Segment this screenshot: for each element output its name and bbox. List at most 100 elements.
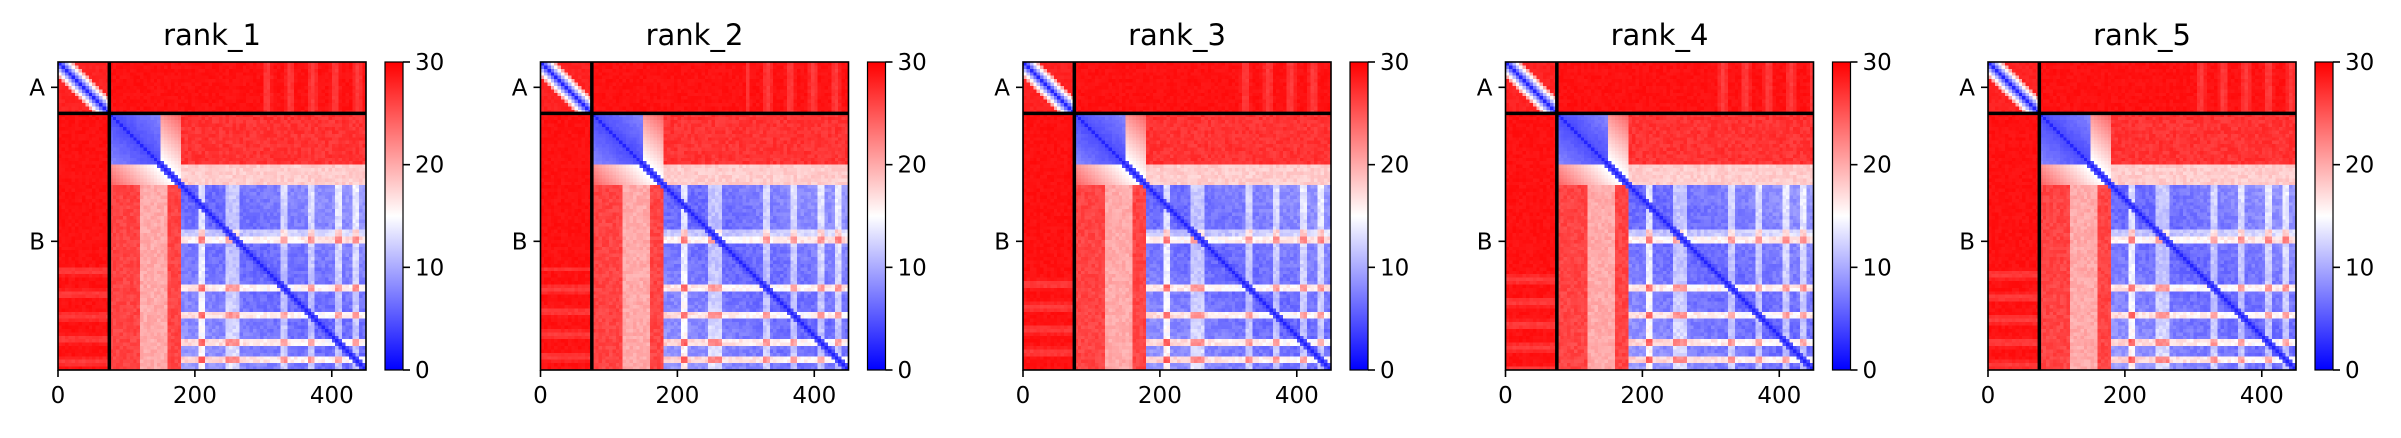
heatmap-cell [113,158,117,162]
heatmap-cell [250,86,254,90]
heatmap-cell [209,154,213,158]
heatmap-cell [61,117,65,121]
heatmap-cell [270,124,274,128]
heatmap-cell [174,124,178,128]
heatmap-cell [68,137,72,141]
heatmap-cell [82,76,86,80]
heatmap-cell [260,72,264,76]
heatmap-cell [79,86,83,90]
heatmap-cell [328,165,332,169]
heatmap-cell [164,124,168,128]
heatmap-cell [130,79,134,83]
heatmap-cell [150,161,154,165]
heatmap-cell [202,137,206,141]
heatmap-cell [174,161,178,165]
heatmap-cell [359,103,363,107]
heatmap-cell [304,151,308,155]
heatmap-cell [250,158,254,162]
heatmap-cell [89,76,93,80]
heatmap-cell [277,106,281,110]
heatmap-cell [291,76,295,80]
heatmap-cell [123,79,127,83]
heatmap-cell [75,154,79,158]
heatmap-cell [294,100,298,104]
heatmap-cell [287,103,291,107]
heatmap-cell [270,100,274,104]
heatmap-cell [291,100,295,104]
heatmap-cell [260,100,264,104]
heatmap-cell [181,72,185,76]
heatmap-cell [356,89,360,93]
heatmap-cell [150,130,154,134]
heatmap-cell [99,168,103,172]
heatmap-cell [191,158,195,162]
heatmap-cell [304,141,308,145]
heatmap-cell [359,151,363,155]
heatmap-cell [133,144,137,148]
heatmap-cell [144,79,148,83]
heatmap-cell [92,120,96,124]
heatmap-cell [229,130,233,134]
heatmap-cell [144,165,148,169]
heatmap-cell [246,168,250,172]
heatmap-cell [140,83,144,87]
heatmap-cell [133,117,137,121]
heatmap-cell [72,83,76,87]
heatmap-cell [335,72,339,76]
heatmap-cell [267,124,271,128]
heatmap-cell [318,72,322,76]
heatmap-cell [301,151,305,155]
heatmap-cell [123,117,127,121]
heatmap-cell [233,79,237,83]
heatmap-cell [318,86,322,90]
heatmap-cell [287,124,291,128]
heatmap-cell [85,151,89,155]
heatmap-cell [113,76,117,80]
heatmap-cell [181,144,185,148]
heatmap-cell [181,175,185,179]
pae-panel-1: rank_10 200 400AB0102030 [29,18,444,409]
heatmap-cell [284,83,288,87]
heatmap-cell [359,93,363,97]
heatmap-cell [130,69,134,73]
heatmap-cell [181,134,185,138]
heatmap-cell [277,161,281,165]
heatmap-cell [215,76,219,80]
heatmap-cell [209,117,213,121]
heatmap-cell [236,96,240,100]
heatmap-cell [116,127,120,131]
heatmap-cell [294,172,298,176]
heatmap-cell [168,89,172,93]
heatmap-cell [311,137,315,141]
heatmap-cell [267,130,271,134]
heatmap-cell [157,172,161,176]
heatmap-cell [359,130,363,134]
heatmap-cell [222,172,226,176]
heatmap-cell [229,144,233,148]
heatmap-cell [99,141,103,145]
heatmap-cell [92,72,96,76]
heatmap-cell [133,96,137,100]
heatmap-cell [202,79,206,83]
heatmap-cell [195,127,199,131]
heatmap-cell [215,161,219,165]
heatmap-cell [178,96,182,100]
heatmap-cell [198,103,202,107]
heatmap-cell [226,161,230,165]
heatmap-cell [164,76,168,80]
heatmap-cell [174,172,178,176]
heatmap-cell [339,89,343,93]
heatmap-cell [140,106,144,110]
heatmap-cell [181,172,185,176]
heatmap-cell [174,89,178,93]
heatmap-cell [339,124,343,128]
heatmap-cell [304,69,308,73]
heatmap-cell [291,127,295,131]
heatmap-cell [130,154,134,158]
heatmap-cell [318,76,322,80]
heatmap-cell [356,117,360,121]
heatmap-cell [229,69,233,73]
heatmap-cell [236,161,240,165]
heatmap-cell [89,134,93,138]
heatmap-cell [68,76,72,80]
